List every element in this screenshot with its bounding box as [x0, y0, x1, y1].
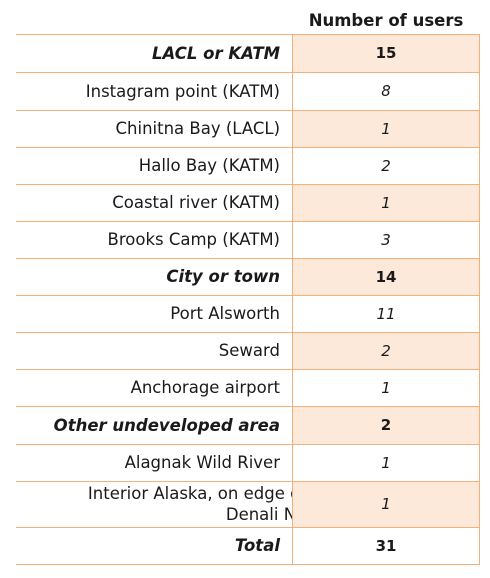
row-label: Port Alsworth [170, 304, 280, 323]
table-row: Chinitna Bay (LACL) 1 [16, 110, 480, 147]
row-value: 11 [376, 304, 396, 323]
row-label: Seward [218, 341, 280, 360]
table-row: LACL or KATM 15 [16, 34, 480, 72]
row-label: Alagnak Wild River [124, 453, 280, 472]
table-row: Total 31 [16, 527, 480, 564]
row-label: Interior Alaska, on edge of Denali NP [87, 484, 306, 524]
row-value: 14 [292, 258, 480, 295]
row-value: 3 [381, 230, 391, 249]
row-divider [16, 481, 480, 482]
column-divider [292, 34, 293, 564]
row-label: Anchorage airport [130, 378, 280, 397]
row-divider [16, 72, 480, 73]
row-label: City or town [166, 267, 280, 286]
row-label: Brooks Camp (KATM) [107, 230, 280, 249]
row-divider [16, 444, 480, 445]
table-row: Instagram point (KATM) 8 [16, 72, 480, 110]
row-divider [16, 258, 480, 259]
row-label: LACL or KATM [151, 43, 280, 63]
table-row: Anchorage airport 1 [16, 369, 480, 406]
row-divider [16, 406, 480, 407]
row-value: 1 [381, 453, 391, 472]
row-label: Coastal river (KATM) [112, 193, 280, 212]
table-row: Interior Alaska, on edge of Denali NP 1 [16, 481, 480, 527]
table-row: Seward 2 [16, 332, 480, 369]
row-value: 2 [292, 406, 480, 444]
row-value: 2 [381, 156, 391, 175]
table-row: City or town 14 [16, 258, 480, 295]
row-divider [16, 184, 480, 185]
table-row: Coastal river (KATM) 1 [16, 184, 480, 221]
row-value: 31 [375, 536, 397, 555]
row-value: 8 [381, 82, 391, 100]
table-row: Port Alsworth 11 [16, 295, 480, 332]
table-row: Brooks Camp (KATM) 3 [16, 221, 480, 258]
row-divider [16, 527, 480, 528]
row-value: 1 [292, 481, 480, 527]
table-row: Other undeveloped area 2 [16, 406, 480, 444]
row-label: Hallo Bay (KATM) [138, 156, 280, 175]
row-divider [16, 147, 480, 148]
row-value: 1 [381, 378, 391, 397]
row-value: 2 [292, 332, 480, 369]
row-value: 1 [292, 184, 480, 221]
column-header-number-of-users: Number of users [308, 11, 464, 30]
row-divider [16, 564, 480, 565]
row-label: Chinitna Bay (LACL) [115, 119, 280, 138]
row-divider [16, 369, 480, 370]
table-row: Hallo Bay (KATM) 2 [16, 147, 480, 184]
row-divider [16, 295, 480, 296]
row-divider [16, 110, 480, 111]
row-divider [16, 34, 480, 35]
row-value: 15 [292, 34, 480, 72]
row-label: Instagram point (KATM) [85, 81, 280, 101]
row-divider [16, 332, 480, 333]
column-divider [479, 34, 480, 564]
row-label: Total [234, 536, 280, 555]
table-row: Alagnak Wild River 1 [16, 444, 480, 481]
row-label: Other undeveloped area [53, 415, 280, 435]
row-divider [16, 221, 480, 222]
row-value: 1 [292, 110, 480, 147]
